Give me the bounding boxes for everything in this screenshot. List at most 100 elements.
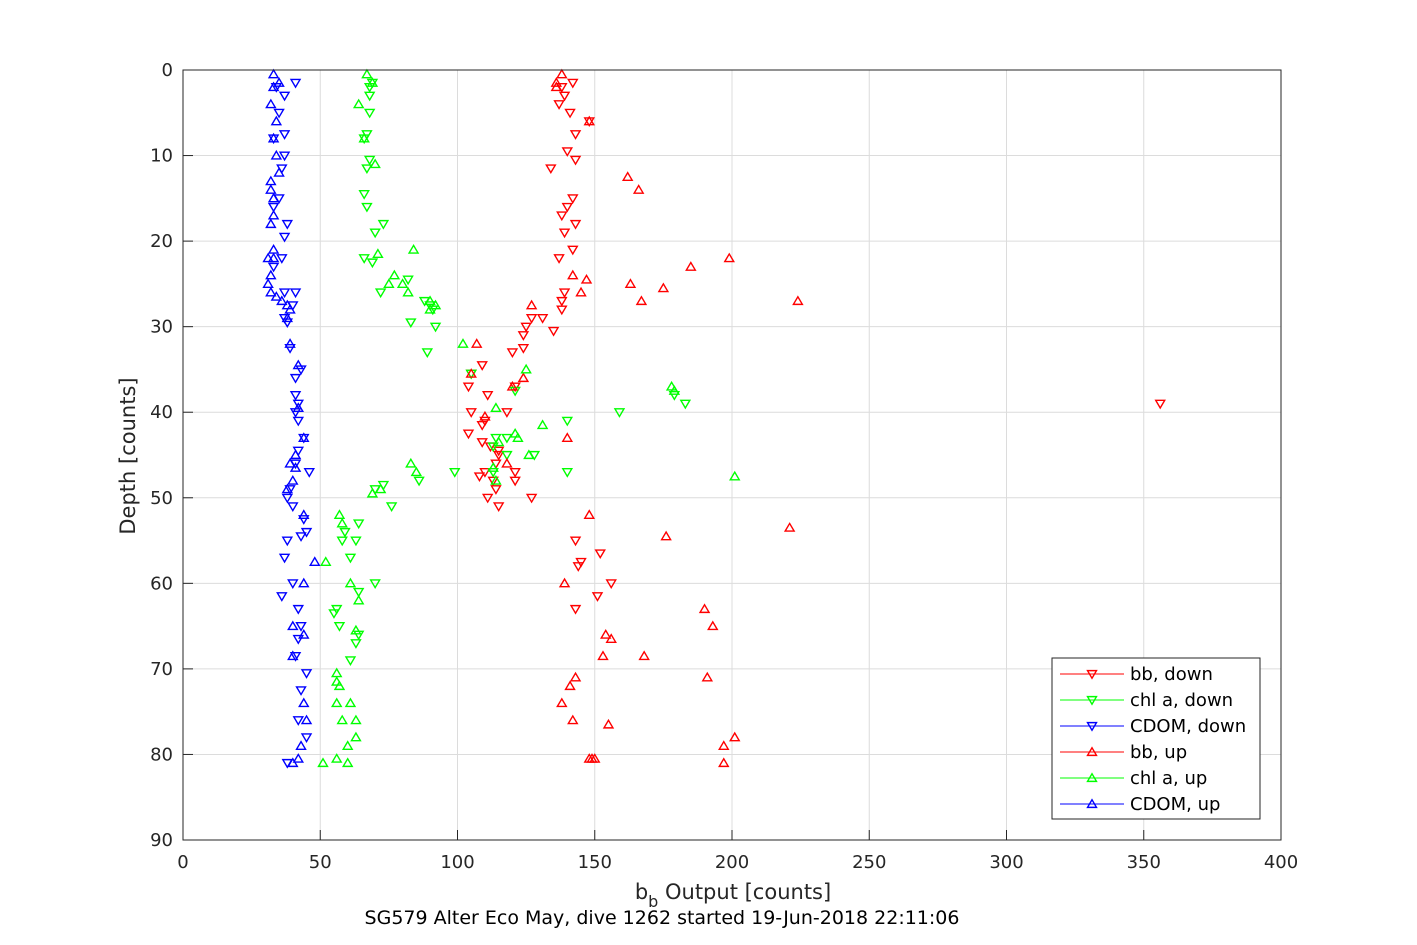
data-point: [298, 577, 310, 588]
data-point: [660, 530, 672, 541]
data-point: [295, 532, 307, 542]
data-point: [369, 158, 381, 169]
x-tick-label: 350: [1127, 852, 1161, 873]
legend-entry: bb, down: [1060, 664, 1213, 685]
data-marks: [262, 68, 1166, 769]
data-point: [405, 457, 417, 468]
data-point: [583, 509, 595, 519]
data-point: [424, 303, 436, 314]
data-point: [298, 629, 310, 639]
legend-marker: [1086, 746, 1098, 757]
data-point: [583, 115, 595, 126]
data-point: [278, 91, 291, 102]
data-point: [281, 318, 294, 329]
data-point: [457, 338, 469, 348]
data-point: [303, 468, 315, 478]
data-point: [270, 115, 283, 126]
y-tick-label: 80: [150, 744, 173, 765]
data-point: [278, 130, 291, 140]
data-point: [501, 433, 513, 444]
data-point: [462, 429, 475, 440]
data-point: [476, 361, 488, 371]
data-point: [517, 372, 530, 383]
legend-label: CDOM, down: [1130, 716, 1246, 737]
data-point: [267, 209, 280, 220]
data-point: [366, 258, 379, 269]
data-point: [298, 509, 310, 519]
data-point: [556, 697, 568, 708]
data-point: [1154, 399, 1166, 410]
data-point: [517, 343, 530, 354]
data-point: [481, 391, 494, 401]
data-point: [501, 457, 513, 468]
data-point: [575, 286, 587, 297]
series-5: [262, 68, 321, 768]
data-point: [569, 536, 582, 547]
legend-marker: [1086, 798, 1098, 809]
data-point: [369, 228, 381, 239]
x-axis-label-main: b: [635, 880, 648, 904]
data-point: [333, 622, 346, 632]
data-point: [567, 714, 579, 725]
data-point: [270, 291, 283, 301]
data-point: [525, 299, 538, 310]
data-point: [284, 343, 296, 354]
data-point: [487, 442, 499, 453]
data-point: [267, 132, 280, 143]
data-point: [729, 731, 741, 742]
data-point: [284, 485, 296, 495]
data-point: [479, 410, 491, 421]
legend-box: [1051, 657, 1261, 820]
data-point: [487, 462, 499, 472]
data-point: [668, 385, 681, 395]
data-point: [550, 81, 563, 92]
data-point: [289, 449, 302, 460]
data-point: [462, 382, 475, 393]
x-tick-label: 250: [852, 852, 886, 873]
x-axis-ticks: 0 50 100 150 200 250 300 350 400: [177, 830, 1298, 873]
y-tick-label: 10: [150, 146, 173, 167]
data-point: [287, 502, 299, 512]
y-axis-label: Depth [counts]: [116, 377, 140, 534]
data-point: [550, 77, 563, 87]
data-point: [292, 753, 305, 763]
data-point: [287, 757, 299, 768]
data-point: [556, 305, 568, 316]
data-point: [262, 252, 274, 263]
data-point: [344, 577, 357, 588]
data-point: [281, 493, 294, 504]
data-point: [396, 278, 409, 288]
data-point: [344, 697, 357, 708]
data-point: [413, 476, 425, 487]
data-point: [352, 98, 365, 109]
data-point: [553, 254, 565, 264]
data-point: [265, 184, 277, 194]
data-point: [350, 714, 362, 725]
data-point: [561, 147, 574, 157]
data-point: [429, 299, 442, 310]
data-point: [569, 671, 582, 682]
y-tick-label: 30: [150, 317, 173, 338]
data-point: [289, 78, 302, 89]
series-4: [317, 68, 741, 768]
data-point: [564, 108, 576, 119]
data-point: [363, 155, 376, 166]
data-point: [350, 624, 362, 635]
data-point: [287, 579, 299, 589]
data-point: [281, 219, 294, 230]
data-point: [402, 286, 414, 297]
data-point: [295, 740, 307, 750]
data-point: [289, 462, 302, 472]
data-point: [278, 553, 291, 564]
data-point: [363, 91, 376, 102]
y-tick-label: 50: [150, 488, 173, 509]
legend-label: chl a, up: [1130, 768, 1207, 789]
legend-entry: chl a, up: [1060, 768, 1207, 789]
data-point: [278, 151, 291, 162]
data-point: [506, 380, 519, 391]
data-point: [490, 485, 502, 495]
data-point: [567, 194, 579, 204]
data-point: [289, 391, 302, 401]
data-point: [267, 262, 280, 273]
data-point: [501, 450, 513, 461]
